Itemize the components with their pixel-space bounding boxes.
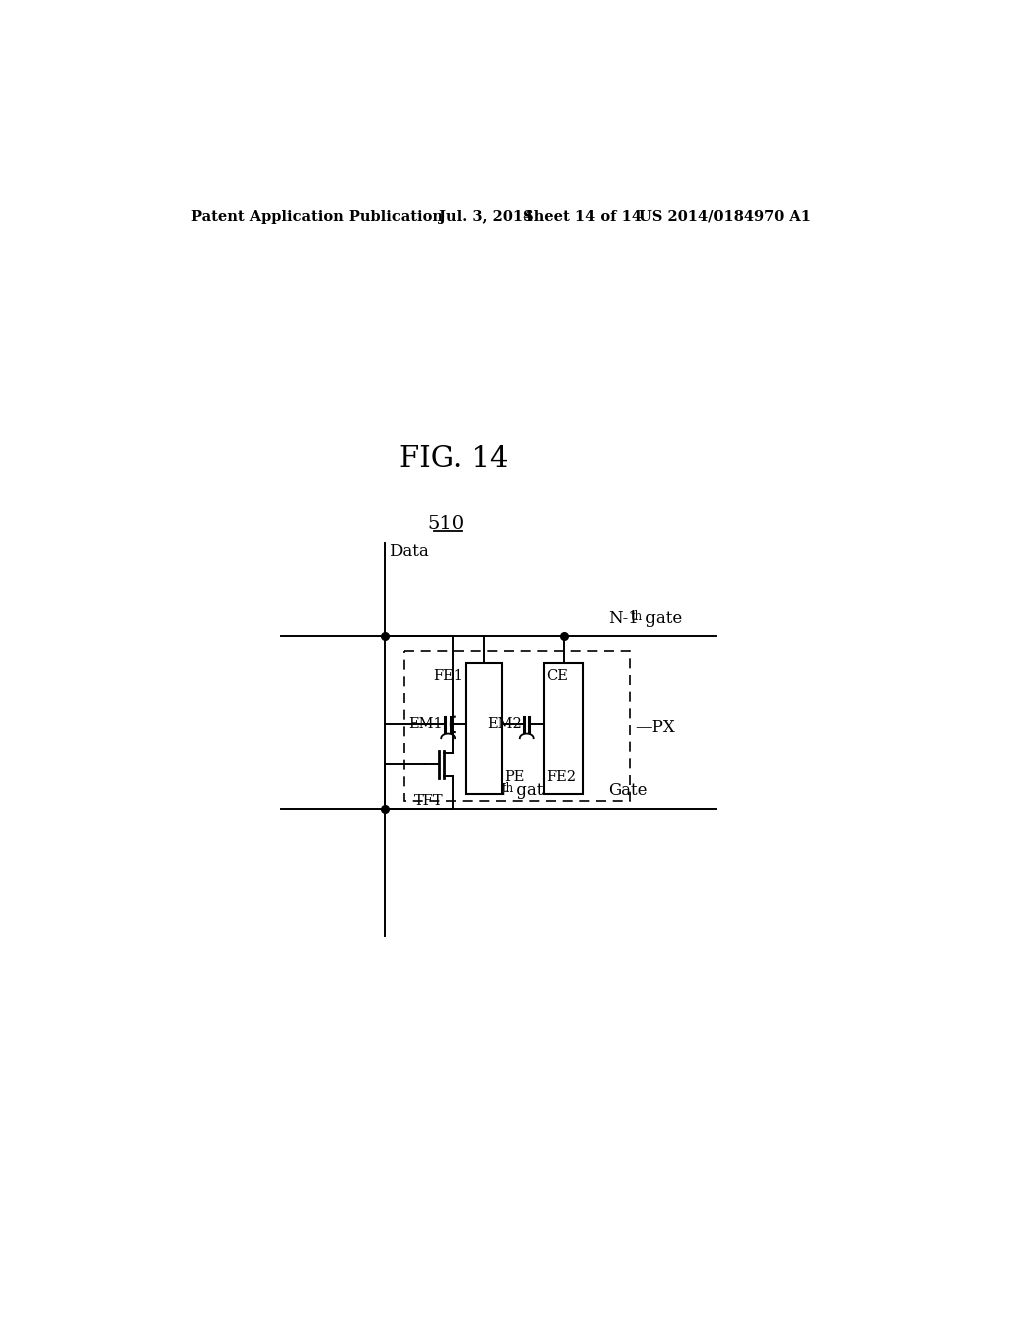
Bar — [403, 651, 630, 801]
Text: 510: 510 — [428, 515, 465, 533]
Text: Data: Data — [389, 543, 429, 560]
Text: EM2: EM2 — [487, 717, 521, 730]
Text: US 2014/0184970 A1: US 2014/0184970 A1 — [639, 210, 811, 224]
Text: Gate: Gate — [608, 781, 647, 799]
Text: FE2: FE2 — [547, 771, 577, 784]
Text: gate: gate — [640, 610, 682, 627]
Text: EM1: EM1 — [409, 717, 443, 730]
Bar — [466, 663, 502, 793]
Bar — [544, 663, 584, 793]
Text: Patent Application Publication: Patent Application Publication — [190, 210, 442, 224]
Text: th: th — [502, 783, 514, 795]
Text: gate: gate — [511, 781, 553, 799]
Text: CE: CE — [547, 669, 568, 682]
Text: —PX: —PX — [636, 719, 676, 737]
Text: PE: PE — [504, 771, 524, 784]
Text: FE1: FE1 — [433, 669, 463, 682]
Text: N-1: N-1 — [608, 610, 639, 627]
Text: TFT: TFT — [414, 793, 443, 808]
Text: Sheet 14 of 14: Sheet 14 of 14 — [523, 210, 642, 224]
Text: N: N — [490, 781, 506, 799]
Text: FIG. 14: FIG. 14 — [399, 445, 509, 473]
Text: th: th — [631, 610, 642, 623]
Text: Jul. 3, 2014: Jul. 3, 2014 — [438, 210, 532, 224]
